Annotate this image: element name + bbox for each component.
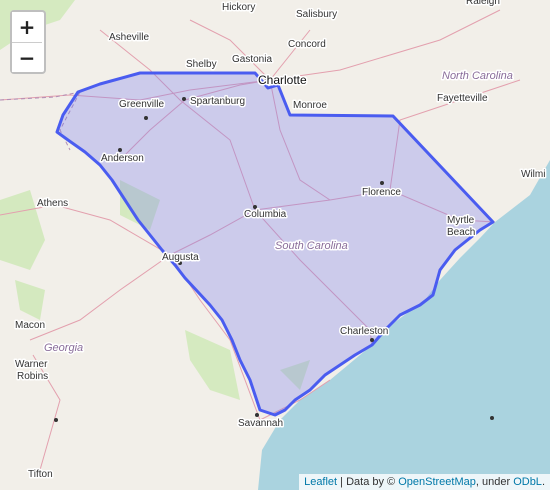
city-markers xyxy=(54,76,494,422)
zoom-out-button[interactable]: − xyxy=(12,42,42,72)
zoom-control: + − xyxy=(10,10,46,74)
state-borders xyxy=(0,91,81,151)
label-warner: Warner xyxy=(15,359,48,370)
label-robins: Robins xyxy=(17,371,48,382)
label-greenville: Greenville xyxy=(119,99,164,110)
attribution-text-under: , under xyxy=(475,476,514,488)
label-fayetteville: Fayetteville xyxy=(437,93,488,104)
label-concord: Concord xyxy=(288,39,326,50)
label-salisbury: Salisbury xyxy=(296,9,337,20)
label-beach: Beach xyxy=(447,227,475,238)
label-south-carolina: South Carolina xyxy=(275,240,348,252)
south-carolina-highlight[interactable] xyxy=(55,71,495,417)
label-florence: Florence xyxy=(362,187,401,198)
label-monroe: Monroe xyxy=(293,100,327,111)
attribution-period: . xyxy=(541,476,545,488)
label-columbia: Columbia xyxy=(244,209,287,220)
label-asheville: Asheville xyxy=(109,32,149,43)
leaflet-link[interactable]: Leaflet xyxy=(304,476,338,488)
label-shelby: Shelby xyxy=(186,59,217,70)
atlantic-ocean xyxy=(258,160,550,490)
label-charlotte: Charlotte xyxy=(258,73,307,87)
label-charleston: Charleston xyxy=(340,326,388,337)
label-north-carolina: North Carolina xyxy=(442,70,513,82)
label-gastonia: Gastonia xyxy=(232,54,272,65)
label-athens: Athens xyxy=(37,198,68,209)
label-tifton: Tifton xyxy=(28,469,53,480)
label-macon: Macon xyxy=(15,320,45,331)
label-spartanburg: Spartanburg xyxy=(190,96,245,107)
label-savannah: Savannah xyxy=(238,418,283,429)
attribution-text: | Data by © xyxy=(337,476,399,488)
label-anderson: Anderson xyxy=(101,153,144,164)
label-georgia: Georgia xyxy=(44,342,83,354)
zoom-in-button[interactable]: + xyxy=(12,12,42,42)
attribution-bar: Leaflet | Data by © OpenStreetMap, under… xyxy=(299,474,550,490)
label-wilmington: Wilmi xyxy=(521,169,545,180)
odbl-link[interactable]: ODbL xyxy=(513,476,542,488)
label-hickory: Hickory xyxy=(222,2,255,13)
openstreetmap-link[interactable]: OpenStreetMap xyxy=(398,476,476,488)
map-labels: Hickory Salisbury Raleigh Asheville Shel… xyxy=(14,0,547,482)
road-network xyxy=(0,9,521,471)
label-myrtle: Myrtle xyxy=(447,215,475,226)
label-augusta: Augusta xyxy=(162,252,199,263)
label-raleigh: Raleigh xyxy=(466,0,500,7)
